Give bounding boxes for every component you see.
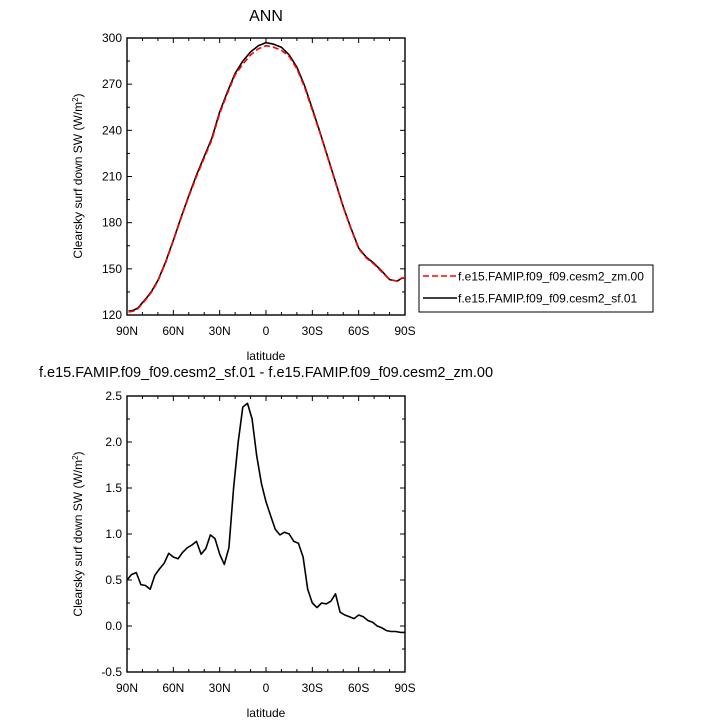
y-tick-label: 270 [102,77,122,91]
x-tick-label: 60N [162,681,184,695]
x-tick-label: 90S [394,324,415,338]
x-tick-label: 60S [348,324,369,338]
bottom-panel: f.e15.FAMIP.f09_f09.cesm2_sf.01 - f.e15.… [39,365,493,720]
top-series-lines [128,41,405,313]
top-x-ticks: 90N 60N 30N 0 30S 60S 90S [116,38,416,338]
x-tick-label: 60S [348,681,369,695]
y-tick-label: 120 [102,308,122,322]
legend-entry-sf: f.e15.FAMIP.f09_f09.cesm2_sf.01 [458,292,638,306]
y-tick-label: 1.5 [105,481,122,495]
y-tick-label: 2.5 [105,389,122,403]
x-tick-label: 30N [209,681,231,695]
legend-entry-zm: f.e15.FAMIP.f09_f09.cesm2_zm.00 [458,270,644,284]
top-plot-frame [126,37,406,316]
y-tick-label: 0.5 [105,573,122,587]
series-line-0 [128,44,405,313]
y-tick-label: 180 [102,216,122,230]
series-line-1 [128,41,405,312]
legend-box [418,264,654,313]
x-tick-label: 60N [162,324,184,338]
y-tick-label: -0.5 [101,665,122,679]
x-tick-label: 90N [116,681,138,695]
top-y-axis-label: Clearsky surf down SW (W/m2) [71,93,85,258]
top-y-ticks: 120 150 180 210 240 270 300 [102,31,405,322]
bottom-series-lines [126,402,405,634]
y-tick-label: 150 [102,262,122,276]
y-tick-label: 0.0 [105,619,122,633]
y-tick-label: 240 [102,123,122,137]
legend: f.e15.FAMIP.f09_f09.cesm2_zm.00 f.e15.FA… [418,264,654,313]
bottom-y-axis-label: Clearsky surf down SW (W/m2) [71,451,85,616]
y-tick-label: 300 [102,31,122,45]
x-tick-label: 30S [302,324,323,338]
y-tick-label: 210 [102,170,122,184]
x-tick-label: 0 [263,324,270,338]
top-panel: ANN 120 150 180 210 240 270 300 90N 60N 30N 0 30S 6… [71,8,654,363]
top-chart-title: ANN [249,8,283,25]
series-line-0 [126,402,405,634]
top-x-axis-label: latitude [247,349,286,363]
bottom-x-ticks: 90N 60N 30N 0 30S 60S 90S [116,396,416,695]
x-tick-label: 90N [116,324,138,338]
y-tick-label: 2.0 [105,435,122,449]
bottom-x-axis-label: latitude [247,706,286,720]
x-tick-label: 30N [209,324,231,338]
x-tick-label: 30S [302,681,323,695]
x-tick-label: 90S [394,681,415,695]
y-tick-label: 1.0 [105,527,122,541]
bottom-plot-frame [126,395,406,673]
bottom-y-ticks: -0.5 0.0 0.5 1.0 1.5 2.0 2.5 [101,389,405,679]
bottom-chart-title: f.e15.FAMIP.f09_f09.cesm2_sf.01 - f.e15.… [39,365,493,381]
x-tick-label: 0 [263,681,270,695]
